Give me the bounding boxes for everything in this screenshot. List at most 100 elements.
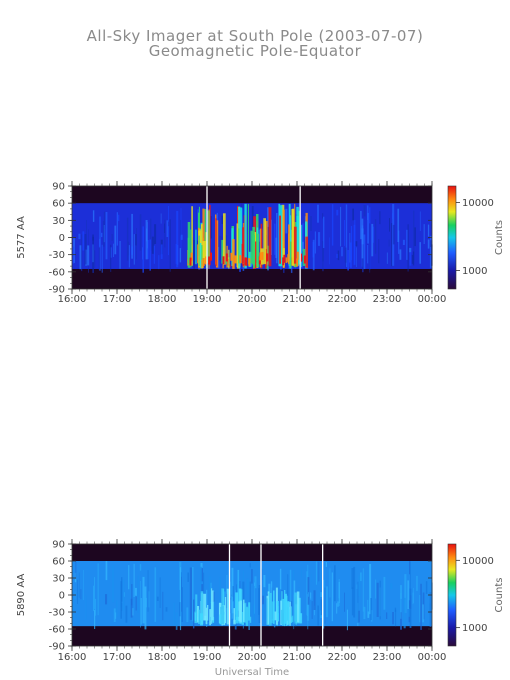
texture-streak (263, 575, 266, 588)
hot-spot (266, 253, 269, 262)
texture-streak (375, 579, 377, 599)
activity-burst (224, 597, 227, 623)
texture-streak (262, 595, 264, 605)
activity-burst (296, 591, 300, 623)
texture-streak (105, 594, 108, 605)
activity-burst (197, 244, 199, 264)
texture-streak (153, 245, 155, 264)
activity-burst (252, 226, 255, 265)
texture-streak (360, 572, 362, 582)
texture-streak (419, 242, 421, 264)
texture-streak (349, 233, 351, 263)
texture-streak (379, 211, 381, 225)
activity-burst (202, 241, 206, 264)
texture-streak (173, 602, 175, 626)
texture-streak (320, 592, 322, 597)
hot-spot (234, 255, 237, 264)
texture-streak (362, 568, 364, 612)
texture-streak (404, 574, 407, 614)
activity-burst (274, 611, 277, 621)
activity-burst (260, 223, 263, 269)
texture-streak (83, 569, 84, 601)
activity-burst (289, 215, 292, 265)
activity-burst (195, 594, 198, 623)
texture-streak (127, 241, 130, 256)
texture-streak (409, 247, 412, 253)
texture-streak (115, 612, 117, 619)
activity-burst (197, 606, 200, 623)
activity-burst (232, 239, 235, 269)
activity-burst (269, 592, 272, 623)
activity-burst (187, 237, 190, 264)
texture-streak (429, 592, 432, 627)
activity-burst (285, 257, 288, 264)
activity-burst (240, 207, 243, 264)
texture-streak (413, 587, 414, 604)
activity-burst (198, 235, 200, 267)
texture-streak (145, 220, 148, 260)
texture-streak (258, 229, 261, 242)
texture-streak (410, 561, 411, 608)
y-tick-label: -30 (49, 608, 65, 619)
colorbar-tick-label: 10000 (462, 198, 494, 209)
x-tick-label: 22:00 (328, 652, 357, 663)
texture-streak (75, 561, 77, 579)
texture-streak (74, 591, 76, 600)
colorbar-tick-label: 1000 (462, 266, 487, 277)
texture-streak (378, 239, 380, 264)
x-tick-label: 19:00 (193, 294, 222, 305)
texture-streak (312, 239, 315, 271)
texture-streak (94, 577, 95, 610)
texture-streak (119, 612, 121, 617)
colorbar-tick-label: 1000 (462, 623, 487, 634)
activity-burst (280, 609, 284, 625)
texture-streak (427, 239, 430, 249)
texture-streak (388, 239, 390, 247)
activity-burst (250, 230, 254, 264)
texture-streak (135, 596, 137, 611)
texture-streak (394, 607, 397, 612)
texture-streak (287, 574, 289, 618)
x-tick-label: 18:00 (148, 294, 177, 305)
texture-streak (331, 572, 333, 622)
x-tick-label: 21:00 (283, 294, 312, 305)
activity-burst (273, 590, 275, 624)
chart-title: All-Sky Imager at South Pole (2003-07-07… (86, 27, 424, 45)
activity-burst (202, 208, 205, 264)
texture-streak (81, 234, 83, 272)
texture-streak (181, 587, 183, 622)
texture-streak (180, 234, 183, 240)
texture-streak (311, 601, 313, 619)
texture-streak (351, 587, 354, 616)
texture-streak (166, 220, 169, 237)
texture-streak (390, 583, 393, 589)
activity-burst (223, 213, 226, 265)
y-axis-label: 5577 AA (16, 216, 27, 259)
texture-streak (137, 575, 139, 613)
hot-spot (239, 255, 242, 264)
texture-streak (160, 244, 163, 259)
texture-streak (208, 576, 211, 604)
texture-streak (353, 224, 356, 266)
texture-streak (92, 210, 95, 222)
texture-streak (429, 235, 432, 268)
texture-streak (367, 205, 369, 220)
activity-burst (287, 601, 290, 625)
texture-streak (372, 226, 374, 243)
texture-streak (87, 245, 90, 266)
activity-burst (282, 209, 285, 268)
texture-streak (325, 586, 328, 618)
activity-burst (243, 599, 245, 622)
texture-streak (113, 243, 114, 257)
texture-streak (97, 563, 99, 616)
texture-streak (356, 584, 358, 589)
texture-streak (411, 254, 414, 264)
texture-streak (292, 570, 295, 588)
activity-burst (276, 601, 279, 621)
texture-streak (181, 576, 182, 612)
activity-burst (243, 602, 247, 623)
y-tick-label: 60 (52, 557, 65, 568)
texture-streak (139, 214, 142, 251)
chart-subtitle: Geomagnetic Pole-Equator (148, 42, 362, 60)
texture-streak (311, 574, 312, 582)
